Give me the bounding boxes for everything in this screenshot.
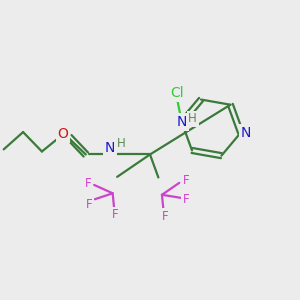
Text: F: F <box>112 208 119 221</box>
Text: Cl: Cl <box>170 86 184 100</box>
Text: F: F <box>183 193 190 206</box>
Text: N: N <box>177 115 187 129</box>
Text: N: N <box>105 141 116 155</box>
Text: F: F <box>85 177 92 190</box>
Text: H: H <box>188 112 197 125</box>
Text: F: F <box>86 198 93 211</box>
Text: N: N <box>241 126 251 140</box>
Text: O: O <box>57 127 68 141</box>
Text: F: F <box>182 174 189 187</box>
Text: F: F <box>162 210 168 223</box>
Text: H: H <box>117 136 126 150</box>
